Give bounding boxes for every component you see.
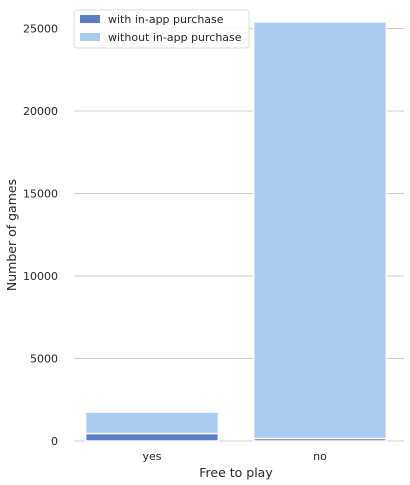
legend-label-without-iap: without in-app purchase <box>108 31 242 44</box>
y-tick-label: 10000 <box>23 270 58 283</box>
y-tick-label: 25000 <box>23 23 58 36</box>
x-tick-label-no: no <box>313 450 327 463</box>
x-tick-labels: yes no <box>142 450 327 463</box>
y-axis-label: Number of games <box>4 179 19 291</box>
x-axis-label: Free to play <box>199 465 273 480</box>
bars <box>84 21 388 442</box>
y-tick-labels: 0 5000 10000 15000 20000 25000 <box>23 23 58 449</box>
legend-swatch-with-iap <box>80 15 100 23</box>
legend-label-with-iap: with in-app purchase <box>108 13 224 26</box>
bar-with-iap-no <box>252 437 388 442</box>
y-tick-label: 15000 <box>23 188 58 201</box>
legend: with in-app purchase without in-app purc… <box>73 9 250 49</box>
y-tick-label: 0 <box>51 435 58 448</box>
legend-swatch-without-iap <box>80 33 100 41</box>
y-tick-label: 5000 <box>30 353 58 366</box>
bar-without-iap-no <box>252 21 388 442</box>
y-tick-label: 20000 <box>23 105 58 118</box>
bar-with-iap-yes <box>84 432 220 442</box>
x-tick-label-yes: yes <box>142 450 161 463</box>
legend-frame <box>73 9 250 49</box>
